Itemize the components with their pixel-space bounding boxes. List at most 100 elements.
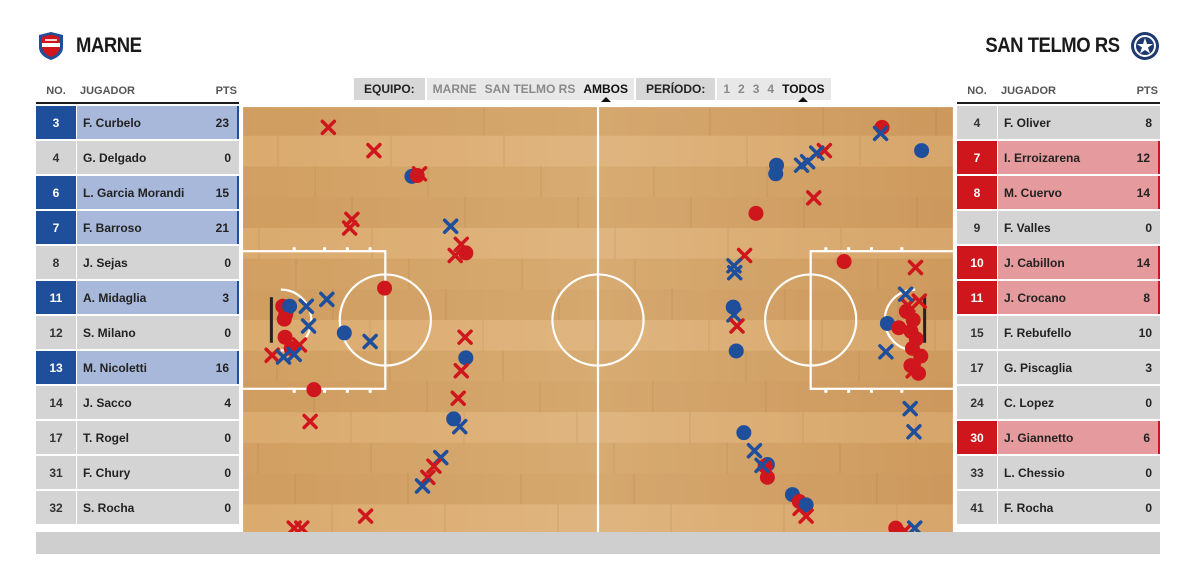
shot-missed-marker xyxy=(357,508,374,524)
shield-crest-icon xyxy=(39,32,63,60)
player-number: 15 xyxy=(957,316,997,349)
shot-missed-marker xyxy=(906,424,922,440)
player-row[interactable]: 11 A. Midaglia 3 xyxy=(36,281,239,314)
player-row[interactable]: 31 F. Chury 0 xyxy=(36,456,239,489)
player-name: C. Lopez xyxy=(1004,395,1054,410)
shot-made-marker xyxy=(768,166,784,182)
player-name: J. Cabillon xyxy=(1004,255,1065,270)
player-cell: F. Curbelo 23 xyxy=(77,106,239,139)
player-number: 14 xyxy=(36,386,76,419)
player-row[interactable]: 32 S. Rocha 0 xyxy=(36,491,239,524)
player-row[interactable]: 11 J. Crocano 8 xyxy=(957,281,1160,314)
away-team-name: SAN TELMO RS xyxy=(985,34,1121,57)
player-points: 0 xyxy=(1145,395,1152,410)
shot-made-marker xyxy=(905,312,921,328)
shot-missed-marker xyxy=(798,508,814,524)
column-header-player: JUGADOR xyxy=(1001,85,1057,97)
player-row[interactable]: 33 L. Chessio 0 xyxy=(957,456,1160,489)
shot-missed-marker xyxy=(878,344,894,360)
column-header-pts: PTS xyxy=(215,85,237,97)
shot-missed-marker xyxy=(414,478,431,494)
player-number: 30 xyxy=(957,421,997,454)
player-row[interactable]: 12 S. Milano 0 xyxy=(36,316,239,349)
player-row[interactable]: 17 G. Piscaglia 3 xyxy=(957,351,1160,384)
footer-bar xyxy=(36,532,1160,554)
player-name: M. Cuervo xyxy=(1004,185,1063,200)
shot-missed-marker xyxy=(286,346,302,363)
shot-made-marker xyxy=(458,245,474,261)
player-points: 23 xyxy=(215,115,229,130)
home-team-header: MARNE xyxy=(36,30,151,62)
player-points: 21 xyxy=(215,220,229,235)
player-number: 11 xyxy=(36,281,76,314)
home-player-list: 3 F. Curbelo 23 4 G. Delgado 0 6 L. Garcia Mora… xyxy=(36,106,239,524)
player-row[interactable]: 6 L. Garcia Morandi 15 xyxy=(36,176,239,209)
player-cell: F. Valles 0 xyxy=(998,211,1160,244)
player-row[interactable]: 7 I. Erroizarena 12 xyxy=(957,141,1160,174)
player-points: 3 xyxy=(222,290,229,305)
player-row[interactable]: 17 T. Rogel 0 xyxy=(36,421,239,454)
player-points: 8 xyxy=(1143,290,1150,305)
team-filter-option[interactable]: MARNE xyxy=(432,82,477,96)
player-cell: S. Milano 0 xyxy=(77,316,239,349)
player-row[interactable]: 4 F. Oliver 8 xyxy=(957,106,1160,139)
player-row[interactable]: 8 M. Cuervo 14 xyxy=(957,176,1160,209)
player-name: J. Sacco xyxy=(83,395,132,410)
shot-missed-marker xyxy=(452,418,468,435)
player-name: F. Rebufello xyxy=(1004,325,1072,340)
period-filter-option[interactable]: 1 xyxy=(723,82,731,96)
player-number: 17 xyxy=(957,351,997,384)
player-points: 3 xyxy=(1145,360,1152,375)
shot-missed-marker xyxy=(726,264,743,281)
shot-missed-marker xyxy=(872,125,889,142)
shot-made-marker xyxy=(879,315,895,331)
player-name: F. Rocha xyxy=(1004,500,1054,515)
home-roster-table: NO. JUGADOR PTS 3 F. Curbelo 23 4 G. Delgado… xyxy=(36,80,239,526)
shot-missed-marker xyxy=(450,390,466,407)
home-team-name: MARNE xyxy=(76,34,142,57)
player-number: 33 xyxy=(957,456,997,489)
shot-missed-marker xyxy=(911,293,928,309)
period-filter-option[interactable]: 3 xyxy=(752,82,760,96)
player-row[interactable]: 4 G. Delgado 0 xyxy=(36,141,239,174)
shot-made-marker xyxy=(282,298,298,314)
period-filter-option[interactable]: 4 xyxy=(767,82,775,96)
player-name: S. Rocha xyxy=(83,500,135,515)
period-filter-option[interactable]: 2 xyxy=(738,82,745,96)
player-cell: F. Oliver 8 xyxy=(998,106,1160,139)
player-row[interactable]: 30 J. Giannetto 6 xyxy=(957,421,1160,454)
basketball-court xyxy=(241,105,955,535)
player-row[interactable]: 10 J. Cabillon 14 xyxy=(957,246,1160,279)
player-number: 32 xyxy=(36,491,76,524)
player-number: 3 xyxy=(36,106,76,139)
column-header-no: NO. xyxy=(46,85,66,97)
player-name: G. Delgado xyxy=(83,150,147,165)
player-points: 0 xyxy=(1145,220,1152,235)
player-name: T. Rogel xyxy=(83,430,130,445)
period-filter-option[interactable]: TODOS xyxy=(782,82,825,102)
player-row[interactable]: 24 C. Lopez 0 xyxy=(957,386,1160,419)
shot-missed-marker xyxy=(426,458,442,474)
player-points: 15 xyxy=(215,185,229,200)
team-filter-option[interactable]: SAN TELMO RS xyxy=(484,82,576,96)
player-row[interactable]: 41 F. Rocha 0 xyxy=(957,491,1160,524)
player-name: J. Giannetto xyxy=(1004,430,1074,445)
player-row[interactable]: 3 F. Curbelo 23 xyxy=(36,106,239,139)
player-row[interactable]: 13 M. Nicoletti 16 xyxy=(36,351,239,384)
player-row[interactable]: 14 J. Sacco 4 xyxy=(36,386,239,419)
player-points: 0 xyxy=(1145,500,1152,515)
player-row[interactable]: 15 F. Rebufello 10 xyxy=(957,316,1160,349)
away-team-header: SAN TELMO RS xyxy=(967,30,1160,62)
player-name: J. Sejas xyxy=(83,255,128,270)
player-points: 0 xyxy=(224,255,231,270)
team-filter-option[interactable]: AMBOS xyxy=(583,82,629,102)
player-row[interactable]: 7 F. Barroso 21 xyxy=(36,211,239,244)
player-row[interactable]: 8 J. Sejas 0 xyxy=(36,246,239,279)
player-cell: J. Sacco 4 xyxy=(77,386,239,419)
shot-made-marker xyxy=(336,325,352,341)
player-row[interactable]: 9 F. Valles 0 xyxy=(957,211,1160,244)
shot-missed-marker xyxy=(457,329,473,345)
player-name: J. Crocano xyxy=(1004,290,1067,305)
player-name: F. Curbelo xyxy=(83,115,142,130)
shot-made-marker xyxy=(748,205,764,221)
